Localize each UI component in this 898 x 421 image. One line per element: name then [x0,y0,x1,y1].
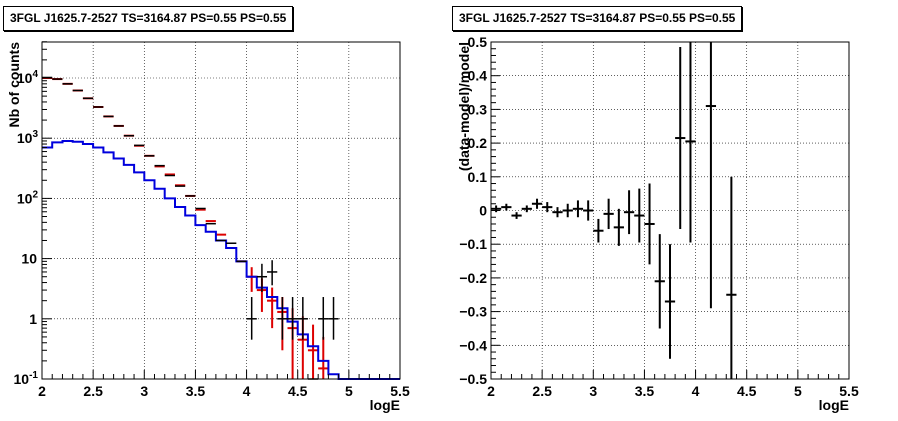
source-step-line [42,140,400,380]
right-y-tick-label: 0.5 [468,34,488,50]
right-x-tick-label: 2 [487,383,495,399]
right-x-tick-label: 5.5 [839,383,859,399]
right-y-tick-label: 0.1 [468,169,488,185]
right-series [491,42,737,379]
left-x-axis-label: logE [370,397,400,413]
left-y-tick-label: 10-1 [14,370,39,387]
left-y-axis-label: Nb of counts [6,42,22,128]
right-y-tick-label: −0.1 [459,236,487,252]
left-x-tick-label: 3 [140,383,148,399]
right-y-tick-label: −0.5 [459,371,487,387]
left-series [42,76,400,380]
right-chart-title: 3FGL J1625.7-2527 TS=3164.87 PS=0.55 PS=… [452,6,743,31]
right-y-tick-label: 0 [479,203,487,219]
left-chart: 2 2.5 3 3.5 4 4.5 5 5.5 10-1 1 10 102 103 104 logE Nb o… [6,41,410,413]
right-y-tick-label: −0.2 [459,270,487,286]
left-x-tick-label: 5.5 [390,383,410,399]
left-x-tick-label: 4 [243,383,251,399]
right-y-tick-label: 0.4 [468,68,488,84]
right-x-tick-label: 3.5 [635,383,655,399]
left-x-tick-label: 2 [38,383,46,399]
left-grid [42,42,400,379]
right-y-tick-label: −0.3 [459,304,487,320]
right-y-tick-label: 0.3 [468,101,488,117]
right-x-axis-label: logE [819,397,849,413]
left-y-tick-label: 102 [17,189,39,206]
left-x-tick-label: 4.5 [288,383,308,399]
right-y-tick-label: 0.2 [468,135,488,151]
left-x-tick-label: 2.5 [83,383,103,399]
right-y-axis-label: (data-model)/model [456,42,472,171]
right-x-tick-label: 3 [589,383,597,399]
left-y-tick-label: 10 [21,251,37,267]
left-y-tick-label: 104 [17,69,39,86]
left-chart-title: 3FGL J1625.7-2527 TS=3164.87 PS=0.55 PS=… [3,6,294,31]
left-plot-frame [41,41,401,380]
right-chart: 2 2.5 3 3.5 4 4.5 5 5.5 −0.5 −0.4 −0.3 −0.2 −0.1 0 0.1… [456,34,859,413]
right-x-tick-label: 2.5 [532,383,552,399]
left-axes: 2 2.5 3 3.5 4 4.5 5 5.5 10-1 1 10 102 103 104 logE Nb o… [6,41,410,413]
left-y-tick-label: 1 [29,311,37,327]
right-x-tick-label: 4 [692,383,700,399]
left-x-tick-label: 3.5 [186,383,206,399]
right-y-tick-label: −0.4 [459,337,487,353]
right-x-tick-label: 5 [794,383,802,399]
left-x-tick-label: 5 [345,383,353,399]
right-x-tick-label: 4.5 [737,383,757,399]
right-axes: 2 2.5 3 3.5 4 4.5 5 5.5 −0.5 −0.4 −0.3 −0.2 −0.1 0 0.1… [456,34,859,413]
left-y-tick-label: 103 [17,129,39,146]
